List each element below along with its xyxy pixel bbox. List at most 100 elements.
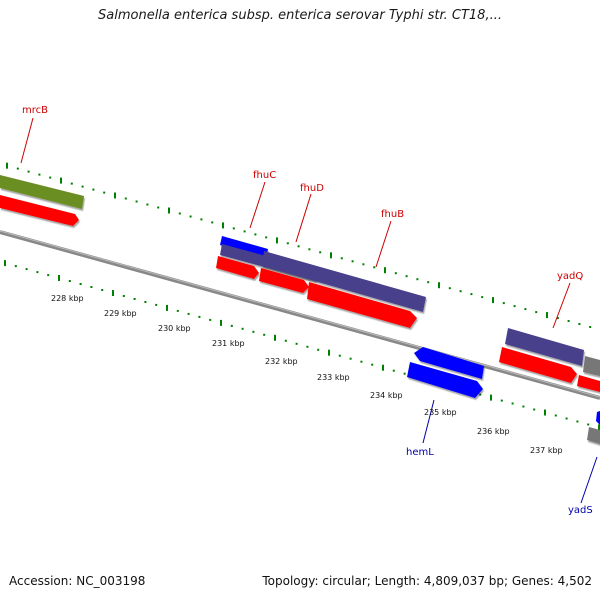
inner-tick-minor — [317, 348, 320, 351]
feature-track — [0, 175, 600, 444]
gene-label-fhuD[interactable]: fhuD — [300, 183, 324, 194]
inner-tick-minor — [479, 393, 482, 396]
gene-feature-hemL-a[interactable] — [414, 347, 484, 379]
outer-tick-minor — [103, 191, 106, 194]
map-title: Salmonella enterica subsp. enterica sero… — [98, 8, 502, 23]
other-feature-bottom-right[interactable] — [587, 427, 600, 444]
outer-tick-minor — [308, 248, 311, 251]
outer-tick-minor — [16, 167, 19, 170]
outer-tick-major — [492, 297, 494, 304]
outer-tick-major — [276, 237, 278, 244]
outer-tick-minor — [38, 173, 41, 176]
inner-tick-minor — [230, 324, 233, 327]
outer-tick-minor — [254, 233, 257, 236]
other-feature-right[interactable] — [583, 356, 600, 376]
tick-label-234: 234 kbp — [370, 391, 403, 400]
outer-tick-minor — [589, 326, 592, 328]
genome-summary-text: Topology: circular; Length: 4,809,037 bp… — [262, 574, 592, 588]
outer-tick-minor — [178, 212, 181, 215]
cds-feature-right[interactable] — [577, 375, 600, 392]
cds-feature-fhuC[interactable] — [216, 256, 259, 279]
inner-tick-minor — [338, 354, 341, 357]
gene-feature-fhuB[interactable] — [262, 251, 426, 312]
inner-tick-minor — [187, 312, 190, 315]
gene-feature-yadQ[interactable] — [505, 328, 584, 366]
inner-tick-minor — [36, 271, 39, 274]
gene-feature-fhuC[interactable] — [220, 236, 268, 258]
outer-tick-minor — [405, 275, 408, 278]
gene-feature-hemL-b[interactable] — [407, 362, 483, 398]
outer-tick-minor — [265, 236, 268, 239]
inner-tick-major — [544, 409, 546, 416]
outer-tick-minor — [470, 293, 473, 296]
outer-tick-minor — [448, 287, 451, 290]
outer-tick-minor — [297, 245, 300, 248]
outer-tick-minor — [502, 302, 505, 305]
outer-tick-minor — [81, 185, 84, 188]
outer-tick-minor — [135, 200, 138, 203]
outer-tick-minor — [513, 305, 516, 308]
gene-label-mrcB[interactable]: mrcB — [22, 105, 48, 116]
outer-tick-minor — [524, 308, 527, 311]
outer-tick-major — [330, 252, 332, 259]
gene-label-yadQ[interactable]: yadQ — [557, 271, 583, 282]
outer-tick-minor — [286, 242, 289, 245]
inner-tick-minor — [176, 309, 179, 312]
outer-tick-minor — [394, 272, 397, 275]
inner-tick-minor — [25, 268, 28, 271]
gene-label-yadS[interactable]: yadS — [568, 505, 593, 516]
inner-tick-minor — [349, 357, 352, 360]
label-leaders — [20, 117, 598, 504]
backbone-line-highlight — [0, 230, 600, 398]
gene-feature-yadS[interactable] — [596, 411, 600, 425]
outer-tick-major — [546, 312, 548, 319]
inner-tick-minor — [295, 342, 298, 345]
outer-tick-minor — [459, 290, 462, 293]
outer-tick-minor — [92, 188, 95, 191]
inner-tick-minor — [122, 295, 125, 297]
inner-tick-minor — [198, 315, 201, 318]
outer-tick-minor — [200, 218, 203, 221]
inner-tick-minor — [511, 402, 514, 405]
outer-tick-minor — [49, 176, 52, 179]
inner-tick-minor — [565, 417, 568, 420]
inner-tick-major — [58, 275, 60, 281]
outer-tick-major — [222, 222, 224, 229]
outer-tick-minor — [481, 296, 484, 299]
outer-tick-major — [114, 192, 116, 199]
inner-tick-minor — [14, 265, 17, 268]
inner-tick-minor — [576, 420, 579, 423]
inner-tick-minor — [371, 363, 374, 366]
outer-tick-major — [438, 282, 440, 289]
gene-label-fhuB[interactable]: fhuB — [381, 209, 404, 220]
tick-label-230: 230 kbp — [158, 324, 191, 333]
cds-feature-mrcB[interactable] — [0, 195, 79, 226]
outer-tick-minor — [340, 257, 343, 260]
outer-tick-track — [6, 162, 592, 328]
outer-tick-minor — [243, 230, 246, 233]
tick-label-232: 232 kbp — [265, 357, 298, 366]
inner-tick-major — [220, 319, 222, 326]
cds-feature-fhuD[interactable] — [259, 268, 309, 293]
outer-tick-minor — [567, 320, 570, 322]
cds-feature-yadQ[interactable] — [499, 347, 577, 383]
accession-text: Accession: NC_003198 — [9, 574, 146, 588]
inner-tick-minor — [392, 369, 395, 372]
inner-tick-minor — [144, 301, 147, 303]
inner-tick-major — [274, 334, 276, 341]
outer-tick-minor — [373, 266, 376, 269]
inner-tick-major — [166, 304, 168, 311]
outer-tick-minor — [556, 317, 559, 319]
inner-tick-major — [112, 290, 114, 296]
inner-tick-minor — [522, 405, 525, 408]
rna-feature-mrcB[interactable] — [0, 175, 84, 209]
gene-label-fhuC[interactable]: fhuC — [253, 170, 276, 181]
gene-labels: mrcB fhuC fhuD fhuB yadQ hemL yadS — [22, 105, 593, 516]
cds-feature-fhuB[interactable] — [307, 282, 417, 328]
inner-tick-minor — [306, 345, 309, 348]
inner-tick-minor — [403, 372, 406, 375]
outer-tick-minor — [232, 227, 235, 230]
gene-label-hemL[interactable]: hemL — [406, 447, 434, 458]
outer-tick-minor — [124, 197, 127, 200]
